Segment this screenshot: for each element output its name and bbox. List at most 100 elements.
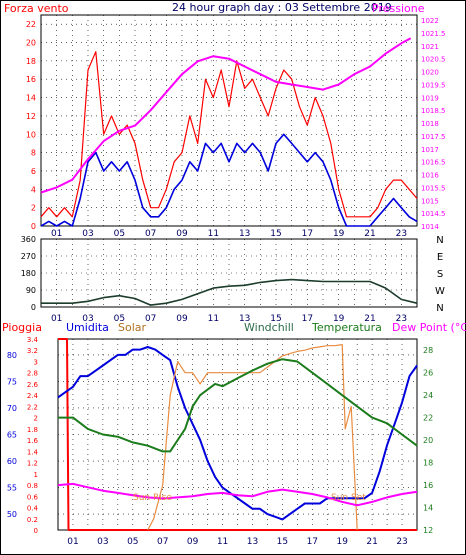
pressure-y-tick-label: 1015 [421, 197, 439, 205]
pressure-y-tick-label: 1022 [421, 17, 439, 25]
bot-x-tick-label: 15 [277, 537, 288, 547]
temperature-y-tick-label: 26 [423, 369, 433, 378]
top-x-tick-label: 09 [176, 229, 188, 239]
wind-direction-panel: 0 N 90 W 180 S 270 E 360 N 01 03 05 07 09 11 13 15 17 19 21 2… [21, 235, 445, 324]
rain-y-tick-label: 0.2 [27, 516, 38, 524]
wind-y-tick-label: 2 [31, 204, 36, 213]
temperature-y-tick-label: 12 [423, 526, 433, 535]
bot-x-tick-label: 05 [127, 537, 138, 547]
series-pioggia [58, 338, 417, 531]
pressure-y-tick-label: 1016 [421, 172, 439, 180]
top-x-tick-label: 21 [364, 229, 375, 239]
rain-y-tick-label: 1.4 [27, 448, 39, 456]
rain-y-tick-label: 2.6 [27, 381, 39, 389]
bot-x-tick-label: 23 [396, 537, 407, 547]
bot-x-tick-label: 11 [217, 537, 228, 547]
mid-x-tick-label: 09 [176, 314, 188, 324]
pressure-y-tick-label: 1014 [421, 223, 439, 231]
sunrise-label: Sun Rise [133, 493, 172, 503]
temperature-y-tick-label: 20 [423, 436, 433, 445]
mid-x-tick-label: 05 [114, 314, 125, 324]
temperature-y-tick-label: 24 [423, 391, 433, 400]
top-x-tick-label: 03 [82, 229, 93, 239]
graph-title: 24 hour graph day : 03 Settembre 2019 [172, 1, 392, 14]
mid-x-tick-label: 01 [51, 314, 62, 324]
mid-x-tick-label: 15 [270, 314, 281, 324]
humidity-y-tick-label: 50 [7, 510, 17, 519]
mid-x-tick-label: 17 [302, 314, 313, 324]
rain-y-tick-label: 3.2 [27, 347, 38, 355]
climate-panel: 50 55 60 65 70 75 80 0 0.2 0.4 0.6 0.8 1 1.2 1.4 1.6 1.8… [7, 336, 433, 547]
temperature-y-tick-label: 28 [423, 346, 433, 355]
bot-x-tick-label: 19 [336, 537, 348, 547]
rain-y-tick-label: 3.4 [27, 336, 39, 344]
compass-label: N [436, 235, 443, 246]
mid-x-tick-label: 19 [333, 314, 345, 324]
top-x-tick-label: 13 [239, 229, 250, 239]
wind-y-tick-label: 10 [26, 130, 36, 139]
series-dew-point [57, 482, 418, 507]
compass-label: W [435, 286, 445, 297]
rain-y-tick-label: 1.2 [27, 460, 38, 468]
wind-y-tick-label: 16 [26, 75, 36, 84]
rain-y-tick-label: 2.8 [27, 370, 38, 378]
pressure-y-tick-label: 1021.5 [421, 30, 446, 38]
top-x-tick-label: 07 [145, 229, 156, 239]
rain-y-tick-label: 0.4 [27, 505, 39, 513]
pressure-y-tick-label: 1017.5 [421, 133, 446, 141]
wind-y-tick-label: 8 [31, 149, 36, 158]
pressure-y-tick-label: 1019.5 [421, 81, 446, 89]
temperature-y-tick-label: 16 [423, 481, 433, 490]
pressure-y-tick-label: 1018 [421, 120, 439, 128]
rain-y-tick-label: 0.6 [27, 493, 39, 501]
pressure-y-tick-label: 1015.5 [421, 184, 446, 192]
rain-y-tick-label: 1.8 [27, 426, 38, 434]
bot-x-tick-label: 01 [67, 537, 78, 547]
bot-x-tick-label: 03 [97, 537, 108, 547]
pressure-y-tick-label: 1020.5 [421, 56, 446, 64]
rain-y-tick-label: 0 [34, 527, 38, 535]
top-x-tick-label: 01 [51, 229, 62, 239]
legend-solar: Solar [118, 321, 147, 334]
direction-y-tick-label: 90 [26, 286, 36, 295]
series-vento-medio [40, 133, 418, 227]
wind-y-tick-label: 14 [26, 94, 36, 103]
compass-label: E [437, 252, 443, 263]
top-x-tick-label: 19 [333, 229, 345, 239]
mid-x-tick-label: 13 [239, 314, 250, 324]
series-pressione [40, 37, 412, 194]
pressure-y-tick-label: 1020 [421, 69, 439, 77]
legend-humidity: Umidita [66, 321, 109, 334]
bot-x-tick-label: 17 [307, 537, 318, 547]
humidity-y-tick-label: 60 [7, 457, 17, 466]
wind-y-tick-label: 12 [26, 112, 36, 121]
bot-x-tick-label: 21 [366, 537, 377, 547]
top-x-tick-label: 05 [114, 229, 125, 239]
humidity-y-tick-label: 55 [7, 484, 17, 493]
top-x-tick-label: 23 [396, 229, 407, 239]
legend-windchill: Windchill [244, 321, 294, 334]
pressure-y-tick-label: 1014.5 [421, 210, 446, 218]
wind-y-tick-label: 18 [26, 57, 36, 66]
humidity-y-tick-label: 75 [7, 377, 17, 386]
mid-x-tick-label: 21 [364, 314, 375, 324]
bot-x-tick-label: 09 [187, 537, 199, 547]
wind-y-tick-label: 0 [31, 222, 36, 231]
humidity-y-tick-label: 65 [7, 431, 17, 440]
compass-label: N [436, 303, 443, 314]
wind-y-tick-label: 4 [31, 185, 36, 194]
rain-y-tick-label: 1.6 [27, 437, 39, 445]
wind-y-tick-label: 6 [31, 167, 36, 176]
series-umidita [57, 346, 418, 521]
compass-label: S [437, 269, 443, 280]
legend-temperature: Temperatura [311, 321, 382, 334]
temperature-y-tick-label: 18 [423, 459, 433, 468]
mid-x-tick-label: 03 [82, 314, 93, 324]
wind-pressure-panel: 0 2 4 6 8 10 12 14 16 18 20 22 1014 1014.5 1015 1015.5 1… [26, 14, 446, 239]
wind-title: Forza vento [4, 2, 69, 15]
series-forza-vento [40, 51, 418, 218]
rain-y-tick-label: 2.2 [27, 403, 38, 411]
sunset-label: Sun Set [331, 493, 366, 503]
humidity-y-tick-label: 70 [7, 404, 17, 413]
